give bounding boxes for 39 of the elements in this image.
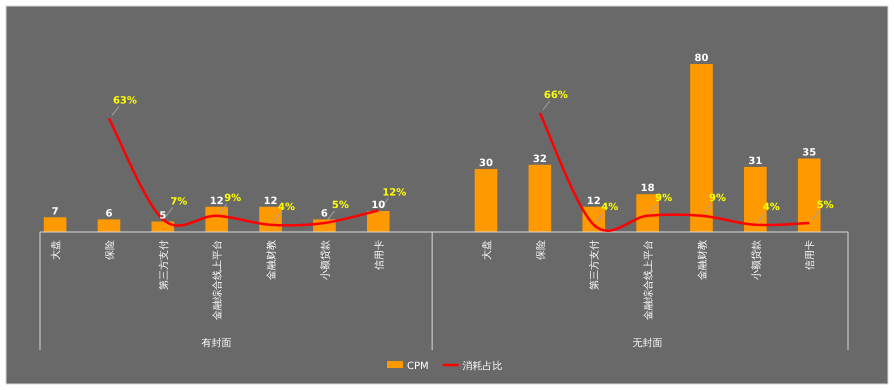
data-label: 12 xyxy=(264,196,278,207)
data-label: 32 xyxy=(532,154,547,165)
x-tick-label: 金融综合线上平台 xyxy=(212,240,224,320)
text: 有封面 xyxy=(202,337,232,349)
data-label: 12% xyxy=(382,187,406,198)
x-tick-label: 金融综合线上平台 xyxy=(642,240,655,320)
text: 无封面 xyxy=(632,337,663,349)
x-tick-label: 大盘 xyxy=(481,240,494,260)
data-label: 7 xyxy=(52,206,59,218)
data-label: 18 xyxy=(640,183,655,194)
data-label: 30 xyxy=(479,158,494,169)
legend-label: CPM xyxy=(407,361,429,372)
x-tick-label: 大盘 xyxy=(50,240,62,260)
x-tick-label: 金融财教 xyxy=(696,240,708,280)
data-label: 6 xyxy=(320,208,328,220)
data-label: 80 xyxy=(694,53,708,64)
x-tick-label: 金融财教 xyxy=(266,240,278,280)
x-tick-label: 信用卡 xyxy=(373,240,386,270)
x-tick-label: 信用卡 xyxy=(804,240,816,270)
legend-label: 消耗占比 xyxy=(462,360,503,372)
x-tick-label: 小额贷款 xyxy=(750,240,762,280)
data-label: 6 xyxy=(105,208,112,220)
x-tick-label: 保险 xyxy=(534,240,547,260)
x-tick-label: 第三方支付 xyxy=(158,240,170,290)
x-tick-label: 保险 xyxy=(104,240,116,260)
data-label: 63% xyxy=(112,95,137,106)
data-label: 7% xyxy=(170,196,188,208)
x-tick-label: 第三方支付 xyxy=(588,240,601,290)
data-label: 66% xyxy=(544,90,568,101)
data-label: 4% xyxy=(601,202,618,213)
data-label: 4% xyxy=(278,202,296,213)
data-label: 31 xyxy=(748,156,762,167)
data-label: 35 xyxy=(802,148,816,158)
data-label: 10 xyxy=(371,200,386,211)
data-label: 12 xyxy=(586,196,601,207)
data-label: 9% xyxy=(224,192,242,204)
x-tick-label: 小额贷款 xyxy=(319,240,332,280)
data-label: 12 xyxy=(210,196,224,207)
data-label: 5% xyxy=(332,200,349,211)
